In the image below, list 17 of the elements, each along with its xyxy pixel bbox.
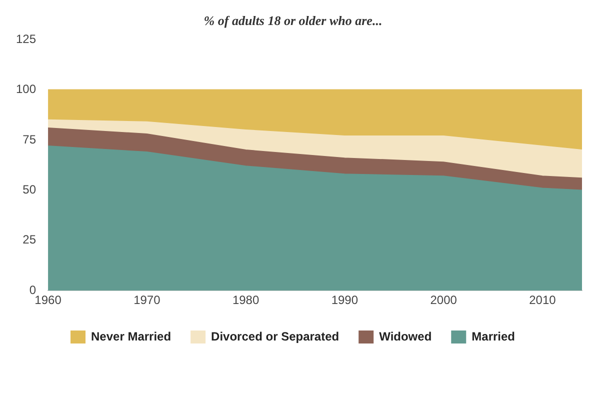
y-tick-label: 50 <box>22 182 36 197</box>
chart-title: % of adults 18 or older who are... <box>204 13 382 28</box>
x-tick-label: 1980 <box>232 293 260 308</box>
y-tick-label: 25 <box>22 232 36 247</box>
x-tick-label: 1960 <box>34 293 62 308</box>
legend-label: Married <box>472 329 516 344</box>
legend-label: Widowed <box>379 329 432 344</box>
y-tick-label: 125 <box>16 32 36 46</box>
y-tick-label: 0 <box>29 282 36 297</box>
x-tick-label: 1970 <box>134 293 161 308</box>
legend-label: Never Married <box>91 329 172 344</box>
y-tick-label: 75 <box>22 132 36 146</box>
x-tick-label: 1990 <box>331 293 358 308</box>
legend-label: Divorced or Separated <box>211 329 340 344</box>
x-tick-label: 2010 <box>529 293 556 308</box>
x-tick-label: 2000 <box>430 293 458 308</box>
y-tick-label: 100 <box>16 82 36 96</box>
